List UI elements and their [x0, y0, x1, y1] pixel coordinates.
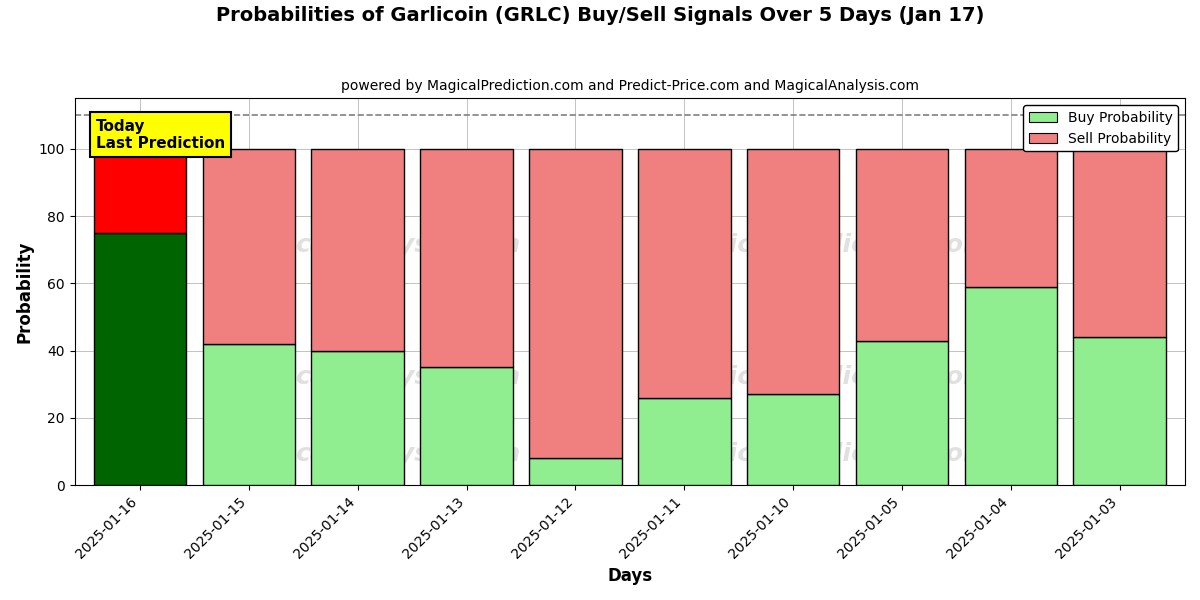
Bar — [856, 341, 948, 485]
X-axis label: Days: Days — [607, 567, 653, 585]
Text: MagicalPrediction.com: MagicalPrediction.com — [670, 233, 990, 257]
Bar — [746, 394, 839, 485]
Bar — [638, 149, 731, 398]
Bar — [1074, 337, 1166, 485]
Text: calAnalysis.com: calAnalysis.com — [295, 233, 521, 257]
Bar — [529, 149, 622, 458]
Text: Today
Last Prediction: Today Last Prediction — [96, 119, 226, 151]
Bar — [203, 149, 295, 344]
Y-axis label: Probability: Probability — [16, 241, 34, 343]
Bar — [203, 344, 295, 485]
Bar — [965, 287, 1057, 485]
Bar — [312, 350, 404, 485]
Bar — [638, 398, 731, 485]
Legend: Buy Probability, Sell Probability: Buy Probability, Sell Probability — [1024, 105, 1178, 151]
Bar — [312, 149, 404, 350]
Bar — [856, 149, 948, 341]
Text: calAnalysis.com: calAnalysis.com — [295, 365, 521, 389]
Bar — [420, 149, 512, 367]
Bar — [420, 367, 512, 485]
Bar — [746, 149, 839, 394]
Title: powered by MagicalPrediction.com and Predict-Price.com and MagicalAnalysis.com: powered by MagicalPrediction.com and Pre… — [341, 79, 919, 93]
Text: Probabilities of Garlicoin (GRLC) Buy/Sell Signals Over 5 Days (Jan 17): Probabilities of Garlicoin (GRLC) Buy/Se… — [216, 6, 984, 25]
Bar — [529, 458, 622, 485]
Text: MagicalPrediction.com: MagicalPrediction.com — [670, 365, 990, 389]
Bar — [94, 233, 186, 485]
Text: calAnalysis.com: calAnalysis.com — [295, 442, 521, 466]
Bar — [1074, 149, 1166, 337]
Bar — [965, 149, 1057, 287]
Bar — [94, 149, 186, 233]
Text: MagicalPrediction.com: MagicalPrediction.com — [670, 442, 990, 466]
